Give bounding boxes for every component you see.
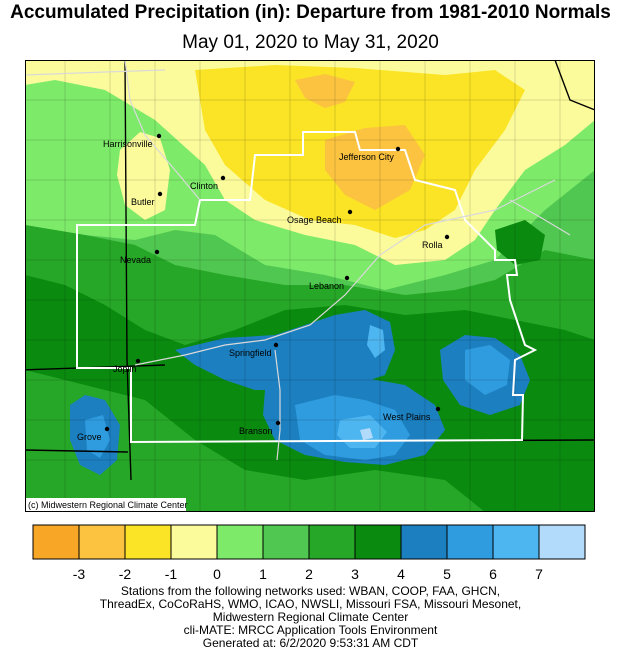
legend-label: 3 bbox=[351, 566, 359, 580]
county-grid bbox=[25, 60, 595, 512]
legend-label: 1 bbox=[259, 566, 267, 580]
legend-swatch bbox=[216, 524, 264, 560]
legend-label: -2 bbox=[119, 566, 132, 580]
city-label-butler: Butler bbox=[131, 197, 155, 207]
map-frame bbox=[25, 60, 595, 512]
legend-swatch bbox=[170, 524, 218, 560]
contour-minus2-minus1 bbox=[295, 74, 425, 210]
roads bbox=[25, 60, 571, 461]
color-legend: -3 -2 -1 0 1 2 3 4 5 6 7 bbox=[32, 524, 586, 580]
city-label-west-plains: West Plains bbox=[383, 412, 431, 422]
contour-5-6 bbox=[85, 345, 510, 460]
footer-line: Stations from the following networks use… bbox=[120, 584, 501, 598]
legend-swatch bbox=[354, 524, 402, 560]
legend-label: 4 bbox=[397, 566, 405, 580]
legend-labels: -3 -2 -1 0 1 2 3 4 5 6 7 bbox=[73, 566, 543, 580]
legend-label: 2 bbox=[305, 566, 313, 580]
city-label-clinton: Clinton bbox=[190, 181, 218, 191]
map-title: Accumulated Precipitation (in): Departur… bbox=[10, 2, 611, 23]
city-label-grove: Grove bbox=[77, 432, 102, 442]
legend-swatch bbox=[492, 524, 540, 560]
legend-swatch bbox=[308, 524, 356, 560]
legend-label: -1 bbox=[165, 566, 178, 580]
footer-line: Generated at: 6/2/2020 9:53:31 AM CDT bbox=[202, 636, 419, 650]
city-label-rolla: Rolla bbox=[422, 240, 443, 250]
city-label-lebanon: Lebanon bbox=[309, 281, 344, 291]
legend-swatch bbox=[78, 524, 126, 560]
map-subtitle: May 01, 2020 to May 31, 2020 bbox=[182, 32, 439, 53]
credit-box bbox=[26, 498, 186, 511]
legend-label: 6 bbox=[489, 566, 497, 580]
legend-swatch bbox=[400, 524, 448, 560]
region-outline bbox=[76, 131, 538, 444]
city-markers: Harrisonville Jefferson City Clinton But… bbox=[77, 133, 450, 442]
contour-west-island bbox=[117, 132, 170, 220]
city-label-nevada: Nevada bbox=[120, 255, 151, 265]
contour-6-7 bbox=[337, 325, 387, 448]
contour-3-4-east bbox=[495, 220, 545, 265]
legend-label: 5 bbox=[443, 566, 451, 580]
credit-text: (c) Midwestern Regional Climate Center bbox=[28, 500, 188, 510]
footer-line: ThreadEx, CoCoRaHS, WMO, ICAO, NWSLI, Mi… bbox=[99, 597, 522, 611]
legend-swatch bbox=[32, 524, 80, 560]
footer-notes: Stations from the following networks use… bbox=[0, 585, 621, 650]
legend-swatch bbox=[124, 524, 172, 560]
contour-7-plus bbox=[360, 428, 373, 440]
legend-swatches bbox=[32, 524, 586, 560]
legend-swatch bbox=[538, 524, 586, 560]
precipitation-map: Harrisonville Jefferson City Clinton But… bbox=[25, 60, 595, 512]
city-label-joplin: Joplin bbox=[113, 364, 137, 374]
legend-label: -3 bbox=[73, 566, 86, 580]
city-label-harrisonville: Harrisonville bbox=[103, 139, 153, 149]
city-label-branson: Branson bbox=[239, 426, 273, 436]
contour-4-5-springfield bbox=[175, 310, 395, 390]
city-label-osage-beach: Osage Beach bbox=[287, 215, 342, 225]
legend-label: 0 bbox=[213, 566, 221, 580]
legend-label: 7 bbox=[535, 566, 543, 580]
legend-swatch bbox=[446, 524, 494, 560]
footer-line: Midwestern Regional Climate Center bbox=[212, 610, 409, 624]
city-label-jefferson-city: Jefferson City bbox=[339, 152, 394, 162]
legend-swatch bbox=[262, 524, 310, 560]
footer-line: cli-MATE: MRCC Application Tools Environ… bbox=[183, 623, 438, 637]
city-label-springfield: Springfield bbox=[229, 348, 272, 358]
